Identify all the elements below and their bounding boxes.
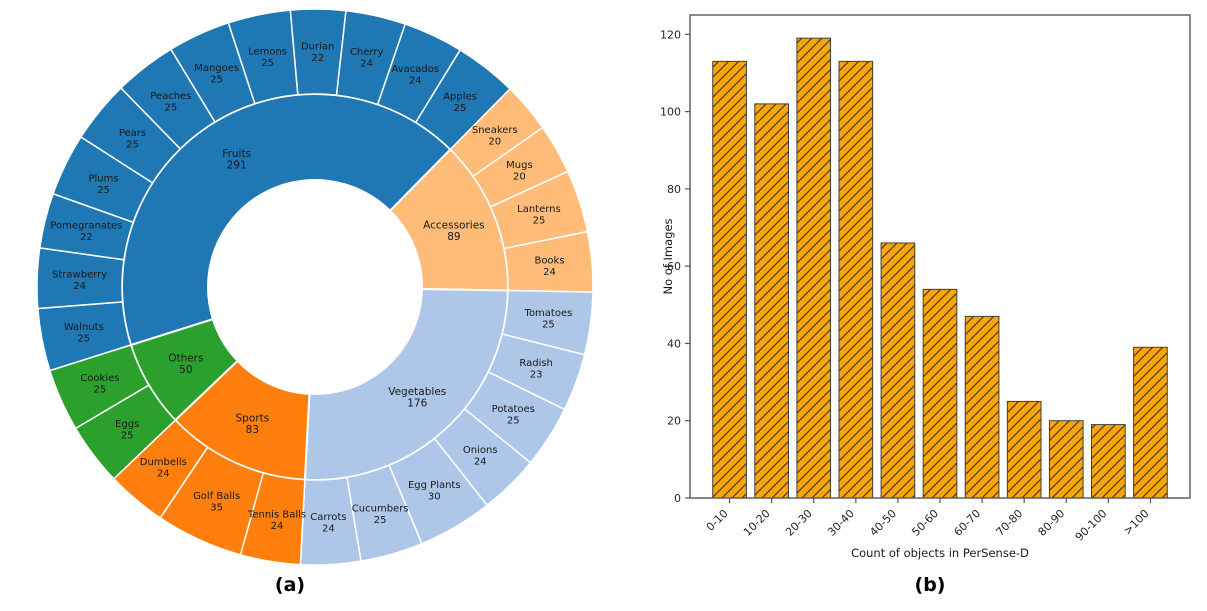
sunburst-label-apples: Apples 25 [443, 91, 477, 114]
sunburst-label-eggs: Eggs 25 [115, 419, 139, 442]
bar-30-40 [838, 60, 874, 499]
sunburst-label-radish: Radish 23 [519, 358, 553, 381]
bar-90-100 [1091, 424, 1126, 499]
x-tick-label-0-10: 0-10 [704, 507, 731, 534]
x-tick-label-30-40: 30-40 [825, 507, 857, 539]
sunburst-label-cucumbers: Cucumbers 25 [352, 503, 409, 526]
sunburst-segment-cookies [48, 344, 150, 430]
y-tick-label: 120 [660, 28, 681, 41]
sunburst-label-onions: Onions 24 [463, 445, 498, 468]
y-tick-label: 20 [667, 415, 681, 428]
y-tick-label: 100 [660, 106, 681, 119]
bar-60-70 [964, 315, 1000, 499]
sunburst-label-fruits: Fruits 291 [222, 148, 251, 172]
sunburst-label-plums: Plums 25 [89, 173, 119, 196]
x-tick-label--100: >100 [1121, 507, 1152, 538]
sunburst-label-walnuts: Walnuts 25 [64, 322, 104, 345]
sunburst-label-golf-balls: Golf Balls 35 [193, 491, 240, 513]
sunburst-label-peaches: Peaches 25 [150, 91, 191, 114]
bar-20-30 [796, 37, 832, 499]
bar-10-20 [754, 103, 789, 499]
x-tick-label-80-90: 80-90 [1036, 507, 1068, 539]
sunburst-label-sports: Sports 83 [236, 412, 270, 436]
sunburst-label-pomegranates: Pomegranates 22 [50, 221, 122, 244]
bar-0-10 [712, 60, 747, 499]
y-tick-label: 0 [674, 492, 681, 505]
sunburst-label-vegetables: Vegetables 176 [388, 386, 446, 410]
sunburst-label-durian: Durian 22 [301, 42, 334, 65]
sunburst-label-lanterns: Lanterns 25 [517, 204, 561, 227]
sunburst-label-cherry: Cherry 24 [350, 47, 384, 70]
bar-50-60 [922, 288, 958, 499]
bar-40-50 [880, 242, 916, 499]
sunburst-label-egg-plants: Egg Plants 30 [408, 480, 461, 503]
sunburst-label-cookies: Cookies 25 [80, 373, 119, 396]
sunburst-label-tomatoes: Tomatoes 25 [524, 308, 573, 331]
bar-80-90 [1048, 420, 1084, 499]
bar--100 [1133, 346, 1168, 499]
sunburst-label-carrots: Carrots 24 [310, 512, 346, 535]
x-tick-label-40-50: 40-50 [867, 507, 899, 539]
x-tick-label-50-60: 50-60 [909, 507, 941, 539]
x-tick-label-20-30: 20-30 [783, 507, 815, 539]
sunburst-label-accessories: Accessories 89 [423, 219, 485, 243]
caption-b: (b) [914, 574, 946, 596]
sunburst-label-mangoes: Mangoes 25 [194, 63, 239, 86]
sunburst-label-avacados: Avacados 24 [392, 64, 440, 87]
y-axis-title: No of Images [661, 218, 675, 294]
x-axis-title: Count of objects in PerSense-D [851, 546, 1029, 560]
sunburst-label-sneakers: Sneakers 20 [472, 125, 518, 148]
sunburst-label-strawberry: Strawberry 24 [52, 269, 107, 292]
x-tick-label-10-20: 10-20 [741, 507, 773, 539]
sunburst-label-books: Books 24 [534, 256, 564, 279]
x-tick-label-90-100: 90-100 [1073, 507, 1110, 544]
sunburst-label-pears: Pears 25 [119, 128, 146, 151]
y-tick-label: 40 [667, 337, 681, 350]
bar-chart: 0 20 40 60 80 100 120 0-10 10-20 20-30 30-40 40-50 5… [660, 14, 1191, 560]
caption-a: (a) [274, 574, 306, 596]
sunburst-label-tennis-balls: Tennis Balls 24 [247, 509, 306, 532]
bar-70-80 [1006, 400, 1042, 499]
sunburst-chart: Walnuts 25 Strawberry 24 Pomegranates 22 Plums… [36, 8, 594, 566]
sunburst-label-dumbells: Dumbells 24 [140, 457, 187, 480]
x-tick-label-60-70: 60-70 [951, 507, 983, 539]
sunburst-label-mugs: Mugs 20 [506, 160, 533, 183]
y-tick-label: 60 [667, 260, 681, 273]
x-tick-label-70-80: 70-80 [993, 507, 1025, 539]
sunburst-label-others: Others 50 [168, 352, 203, 376]
sunburst-label-potatoes: Potatoes 25 [492, 404, 535, 427]
y-tick-label: 80 [667, 183, 681, 196]
sunburst-label-lemons: Lemons 25 [248, 46, 287, 69]
